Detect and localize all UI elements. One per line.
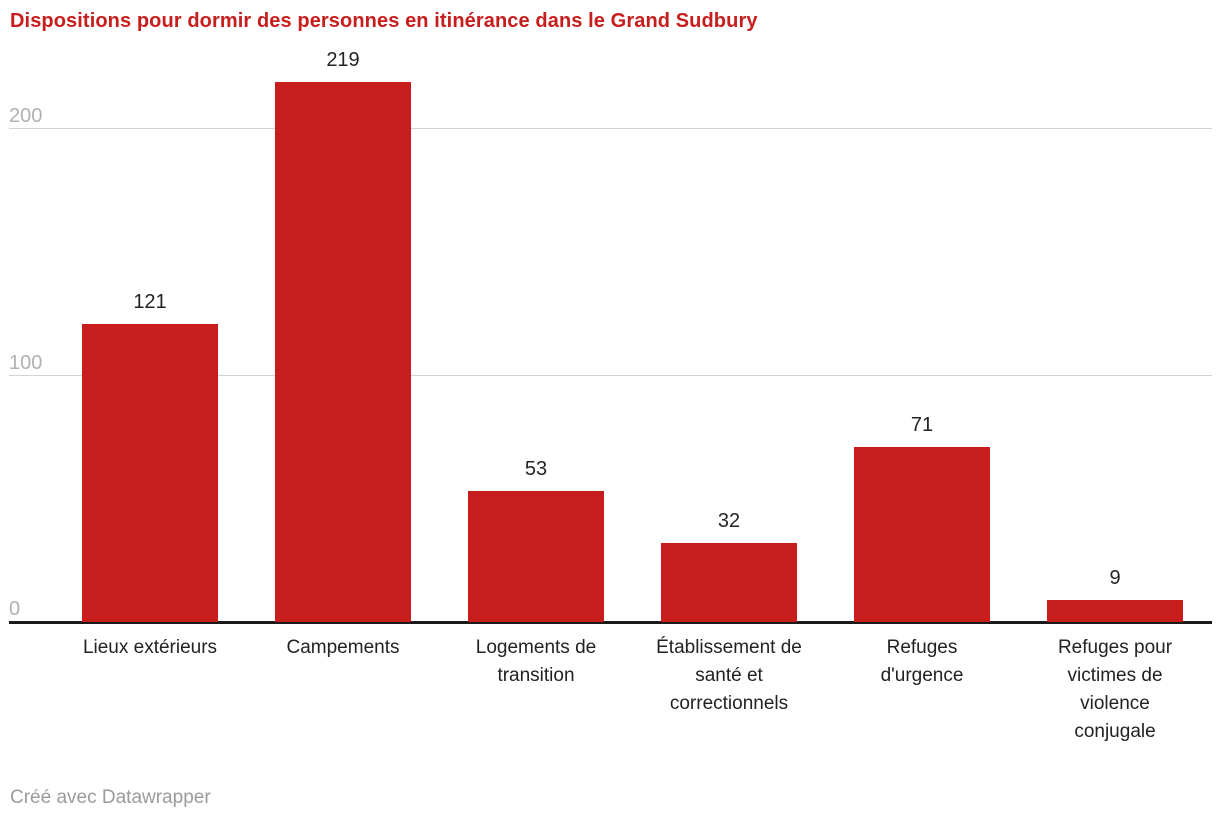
chart-title: Dispositions pour dormir des personnes e… xyxy=(10,10,758,32)
category-label: Lieux extérieurs xyxy=(82,637,218,658)
bar xyxy=(854,447,990,622)
bar xyxy=(1047,599,1183,622)
category-label: Refuges pour victimes de violence conjug… xyxy=(1057,637,1173,742)
value-label: 219 xyxy=(326,49,360,72)
category-label: Établissement de santé et correctionnels xyxy=(656,637,802,714)
bar xyxy=(661,543,797,622)
value-label: 9 xyxy=(1109,566,1121,589)
value-label: 53 xyxy=(524,458,548,481)
value-label: 71 xyxy=(910,414,934,436)
bar xyxy=(82,323,218,622)
category-label: Campements xyxy=(286,637,400,658)
bar xyxy=(468,491,604,622)
datawrapper-credit-link[interactable]: Créé avec Datawrapper xyxy=(10,787,211,808)
y-tick-label: 0 xyxy=(9,598,21,620)
category-label: Refuges d'urgence xyxy=(880,637,964,686)
y-tick-label: 100 xyxy=(9,352,43,374)
gridline xyxy=(9,128,1212,129)
value-label: 121 xyxy=(133,290,167,313)
y-tick-label: 200 xyxy=(9,105,43,127)
category-label: Logements de transition xyxy=(475,637,597,686)
x-axis-line xyxy=(9,621,1212,624)
gridline xyxy=(9,375,1212,376)
bar xyxy=(275,82,411,622)
value-label: 32 xyxy=(717,510,741,533)
